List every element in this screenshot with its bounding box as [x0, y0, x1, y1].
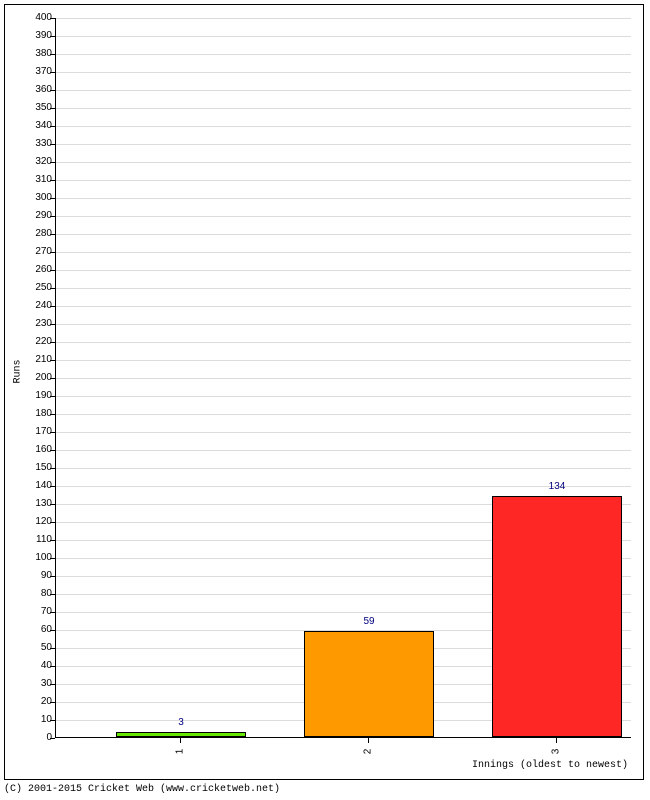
y-tick-label: 380 — [12, 49, 52, 59]
y-tick-label: 340 — [12, 121, 52, 131]
y-tick-label: 320 — [12, 157, 52, 167]
bar-value-label: 3 — [178, 717, 184, 728]
y-tick-label: 210 — [12, 355, 52, 365]
gridline — [56, 432, 631, 433]
y-tick-label: 250 — [12, 283, 52, 293]
y-tick-label: 30 — [12, 679, 52, 689]
y-tick-label: 0 — [12, 733, 52, 743]
y-tick-label: 80 — [12, 589, 52, 599]
x-tick-label: 1 — [175, 742, 186, 762]
gridline — [56, 216, 631, 217]
y-tick-label: 240 — [12, 301, 52, 311]
gridline — [56, 234, 631, 235]
gridline — [56, 162, 631, 163]
chart-container: Runs 01020304050607080901001101201301401… — [0, 0, 650, 800]
y-tick-label: 270 — [12, 247, 52, 257]
y-tick-label: 400 — [12, 13, 52, 23]
gridline — [56, 198, 631, 199]
gridline — [56, 90, 631, 91]
y-tick-label: 360 — [12, 85, 52, 95]
y-tick-label: 390 — [12, 31, 52, 41]
gridline — [56, 144, 631, 145]
x-tick-label: 2 — [363, 742, 374, 762]
gridline — [56, 18, 631, 19]
copyright-text: (C) 2001-2015 Cricket Web (www.cricketwe… — [4, 784, 280, 795]
y-tick-mark — [50, 738, 55, 739]
gridline — [56, 36, 631, 37]
gridline — [56, 468, 631, 469]
gridline — [56, 180, 631, 181]
gridline — [56, 288, 631, 289]
y-tick-label: 290 — [12, 211, 52, 221]
gridline — [56, 342, 631, 343]
gridline — [56, 108, 631, 109]
gridline — [56, 450, 631, 451]
y-tick-label: 40 — [12, 661, 52, 671]
y-tick-label: 90 — [12, 571, 52, 581]
gridline — [56, 306, 631, 307]
y-tick-label: 70 — [12, 607, 52, 617]
y-tick-label: 310 — [12, 175, 52, 185]
gridline — [56, 252, 631, 253]
gridline — [56, 414, 631, 415]
y-tick-label: 370 — [12, 67, 52, 77]
gridline — [56, 324, 631, 325]
gridline — [56, 54, 631, 55]
bar — [492, 496, 622, 737]
y-tick-label: 20 — [12, 697, 52, 707]
y-tick-label: 180 — [12, 409, 52, 419]
y-tick-label: 130 — [12, 499, 52, 509]
y-tick-label: 350 — [12, 103, 52, 113]
y-tick-label: 220 — [12, 337, 52, 347]
bar-value-label: 134 — [549, 481, 566, 492]
y-tick-label: 330 — [12, 139, 52, 149]
x-tick-label: 3 — [551, 742, 562, 762]
gridline — [56, 396, 631, 397]
y-tick-label: 140 — [12, 481, 52, 491]
y-tick-label: 280 — [12, 229, 52, 239]
y-tick-label: 10 — [12, 715, 52, 725]
y-tick-label: 50 — [12, 643, 52, 653]
y-tick-label: 110 — [12, 535, 52, 545]
gridline — [56, 378, 631, 379]
gridline — [56, 72, 631, 73]
y-tick-label: 260 — [12, 265, 52, 275]
y-tick-label: 200 — [12, 373, 52, 383]
plot-area: 3 59 134 — [55, 18, 631, 738]
bar-value-label: 59 — [363, 616, 374, 627]
gridline — [56, 270, 631, 271]
y-tick-label: 150 — [12, 463, 52, 473]
y-tick-label: 100 — [12, 553, 52, 563]
bar — [304, 631, 434, 737]
y-tick-label: 300 — [12, 193, 52, 203]
y-tick-label: 190 — [12, 391, 52, 401]
gridline — [56, 486, 631, 487]
y-tick-label: 230 — [12, 319, 52, 329]
y-tick-label: 160 — [12, 445, 52, 455]
y-tick-label: 170 — [12, 427, 52, 437]
gridline — [56, 126, 631, 127]
bar — [116, 732, 246, 737]
gridline — [56, 360, 631, 361]
y-tick-label: 120 — [12, 517, 52, 527]
y-tick-label: 60 — [12, 625, 52, 635]
x-axis-title: Innings (oldest to newest) — [472, 760, 628, 771]
